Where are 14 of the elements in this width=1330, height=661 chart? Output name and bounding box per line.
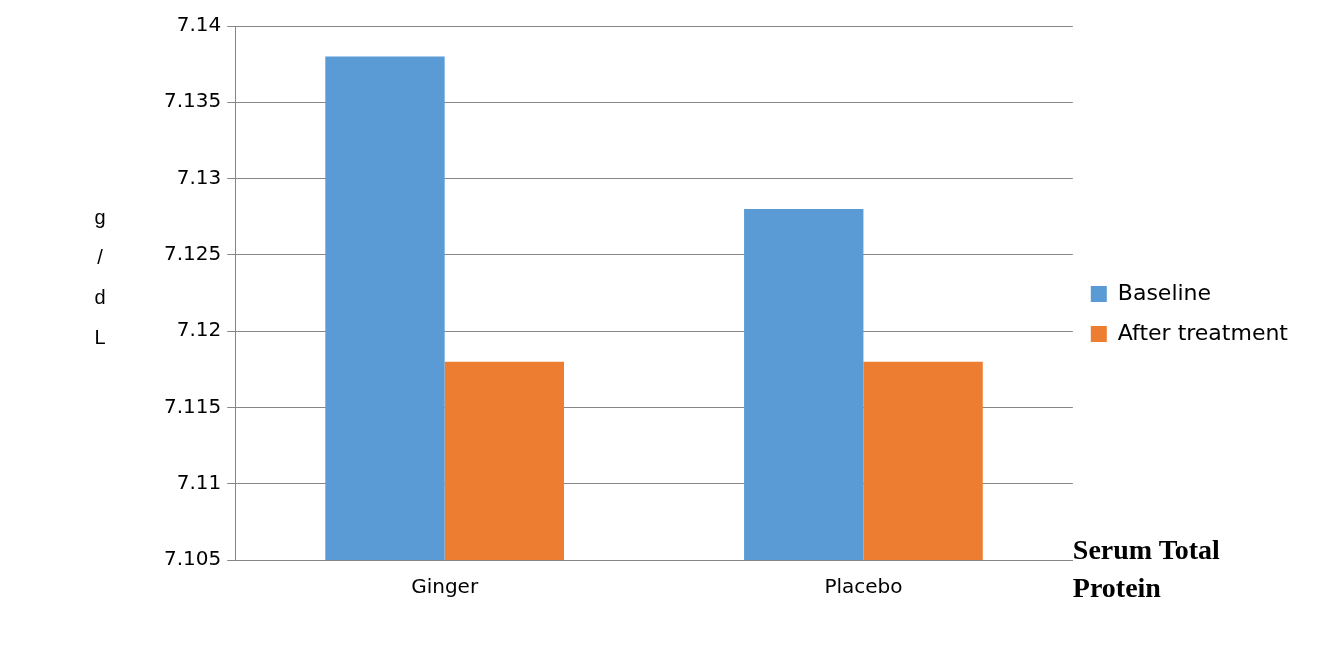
y-tick-label: 7.11 [176,469,222,494]
y-tick-label: 7.115 [163,393,222,418]
y-tick-label: 7.14 [176,12,222,37]
x-tick-label: Placebo [824,574,903,599]
y-tick-label: 7.105 [163,546,222,571]
y-axis-title: g/dL [94,205,106,348]
y-tick-label: 7.125 [163,241,222,266]
y-tick-label: 7.13 [176,164,222,189]
y-tick-label: 7.135 [163,88,222,113]
x-axis-title: Serum Total Protein [1072,534,1221,604]
legend-label: After treatment [1117,319,1289,345]
legend-label: Baseline [1117,279,1212,305]
x-tick-label: Ginger [411,574,479,599]
y-tick-label: 7.12 [176,317,222,342]
